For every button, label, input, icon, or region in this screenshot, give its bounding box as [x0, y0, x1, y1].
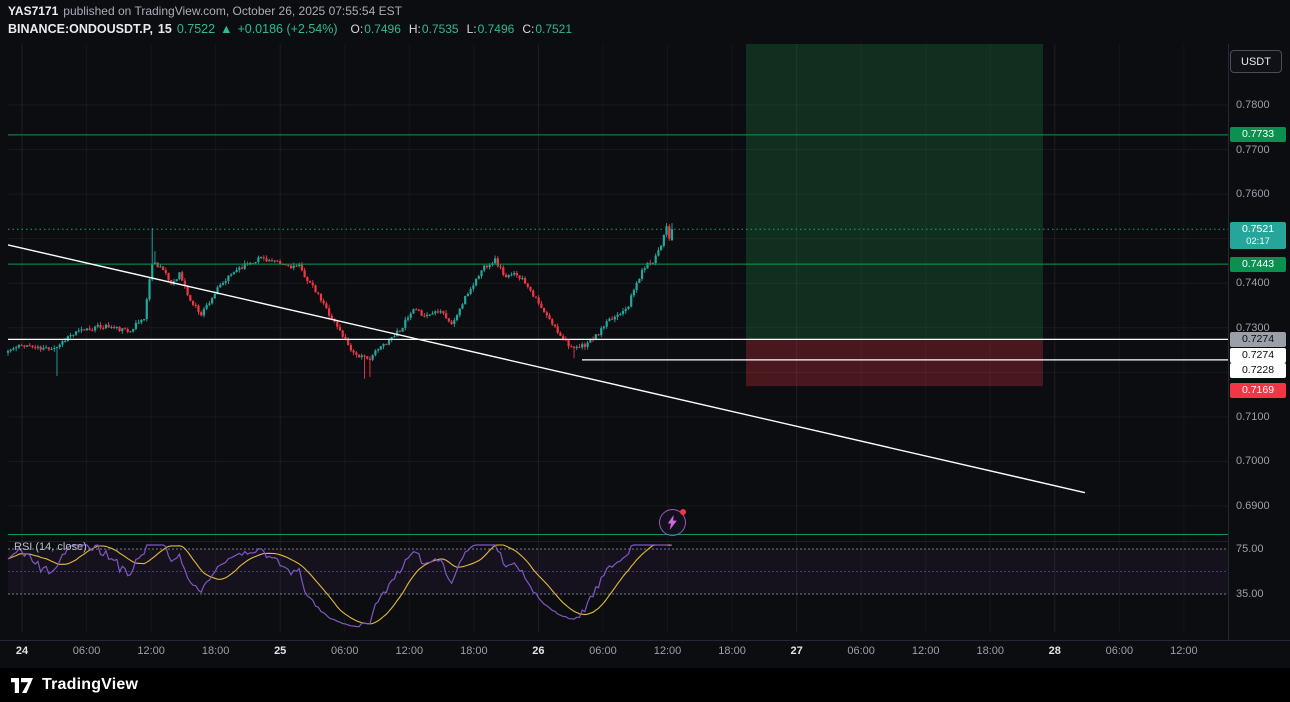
ohlc-label: H: [408, 22, 421, 36]
notification-dot [680, 509, 686, 515]
currency-toggle-button[interactable]: USDT [1230, 50, 1282, 73]
price-badge-red: 0.7169 [1230, 382, 1286, 398]
candlestick-series [6, 223, 674, 379]
price-levels[interactable] [8, 134, 1228, 536]
rsi-tick: 35.00 [1236, 588, 1264, 600]
time-label: 12:00 [653, 645, 682, 657]
price-tick: 0.6900 [1236, 500, 1270, 512]
footer: TradingView [0, 668, 1290, 702]
time-label: 06:00 [847, 645, 875, 657]
time-label: 24 [15, 645, 29, 657]
time-label: 12:00 [395, 645, 424, 657]
bar-countdown: 02:17 [1246, 235, 1270, 247]
time-label: 18:00 [718, 645, 746, 657]
publish-header: YAS7171 published on TradingView.com, Oct… [8, 4, 402, 18]
flash-idea-button[interactable] [659, 509, 686, 536]
current-price: 0.7521 [1241, 222, 1275, 235]
price-change: +0.0186 (+2.54%) [237, 22, 338, 36]
price-badge-gray: 0.7274 [1230, 331, 1286, 347]
time-axis[interactable]: 24 06:00 12:00 18:00 25 06:00 12:00 18:00 26 06:0… [0, 641, 1290, 667]
price-tick: 0.7600 [1236, 188, 1270, 201]
change-arrow-icon: ▲ [220, 22, 233, 36]
price-axis[interactable]: USDT 0.7800 0.7700 0.7600 0.7400 0.7300 0.710… [1228, 0, 1290, 660]
pane-borders [0, 44, 1290, 641]
time-label: 25 [274, 645, 287, 657]
ohlc-value: 0.7496 [364, 22, 401, 36]
rsi-panel [7, 544, 1228, 628]
author-name: YAS7171 [8, 4, 59, 18]
rsi-ma-line [7, 544, 672, 625]
ohlc-label: C: [522, 22, 535, 36]
symbol-bar: BINANCE:ONDOUSDT.P, 15 0.7522 ▲ +0.0186 … [8, 22, 572, 36]
tradingview-wordmark[interactable]: TradingView [42, 676, 139, 693]
lightning-bolt-icon [667, 515, 677, 530]
price-tick: 0.7800 [1236, 99, 1270, 111]
ohlc-readout: O:0.7496 H:0.7535 L:0.7496 C:0.7521 [343, 22, 573, 36]
price-badge-white: 0.7228 [1230, 363, 1286, 379]
price-tick: 0.7700 [1236, 143, 1270, 156]
descending-trendline[interactable] [7, 244, 1086, 494]
last-price: 0.7522 [176, 22, 216, 36]
rsi-line [7, 544, 673, 628]
price-badge-white: 0.7274 [1230, 347, 1286, 363]
time-label: 12:00 [911, 645, 940, 657]
time-label: 06:00 [330, 645, 359, 657]
rsi-tick: 75.00 [1236, 543, 1264, 555]
time-label: 27 [790, 645, 803, 657]
interval-label[interactable]: 15 [157, 22, 172, 36]
tradingview-logo [11, 677, 33, 693]
price-tick: 0.7300 [1236, 321, 1270, 334]
ohlc-value: 0.7496 [477, 22, 515, 36]
ohlc-label: O: [350, 22, 364, 36]
time-label: 18:00 [201, 645, 230, 657]
time-label: 12:00 [137, 645, 165, 657]
price-badge-green: 0.7733 [1230, 127, 1286, 143]
ohlc-value: 0.7535 [421, 22, 459, 36]
price-tick: 0.7400 [1236, 277, 1270, 290]
time-label: 06:00 [72, 645, 101, 657]
rsi-indicator-title[interactable]: RSI (14, close) [14, 541, 87, 553]
time-label: 26 [532, 645, 545, 657]
publish-info: published on TradingView.com, October 26… [63, 4, 402, 18]
ohlc-label: L: [466, 22, 477, 36]
price-badge-current: 0.7521 02:17 [1230, 221, 1286, 249]
price-tick: 0.7100 [1236, 410, 1270, 423]
time-label: 06:00 [1105, 645, 1134, 657]
time-label: 28 [1048, 645, 1061, 657]
time-label: 12:00 [1170, 645, 1198, 657]
symbol-name[interactable]: BINANCE:ONDOUSDT.P, [8, 22, 153, 36]
long-position-tool[interactable] [746, 44, 1043, 387]
time-label: 06:00 [589, 645, 617, 657]
time-label: 18:00 [976, 645, 1005, 657]
price-badge-green: 0.7443 [1230, 256, 1286, 272]
price-tick: 0.7000 [1236, 455, 1270, 468]
grid-lines [8, 44, 1228, 632]
ohlc-value: 0.7521 [535, 22, 573, 36]
time-label: 18:00 [460, 645, 488, 657]
